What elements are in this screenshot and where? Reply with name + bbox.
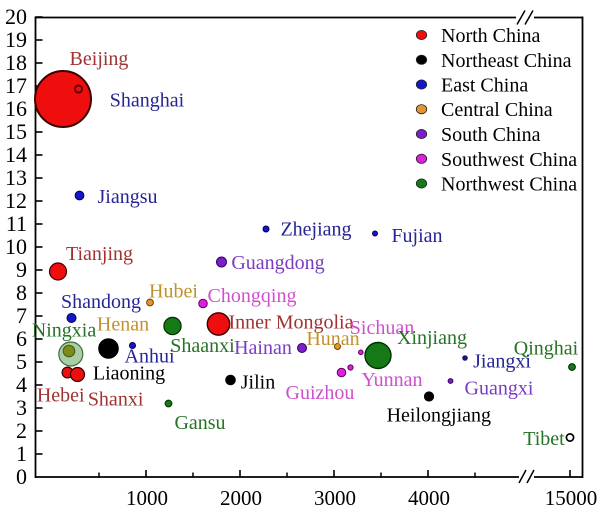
svg-text:4000: 4000 — [408, 486, 450, 509]
svg-text:Shaanxi: Shaanxi — [170, 335, 235, 357]
svg-text:3: 3 — [16, 395, 27, 420]
svg-text:East China: East China — [441, 75, 528, 97]
svg-text:Beijing: Beijing — [70, 48, 129, 70]
svg-text:South China: South China — [441, 124, 541, 146]
svg-text:Jiangxi: Jiangxi — [473, 351, 531, 373]
svg-text:Hunan: Hunan — [306, 328, 359, 350]
svg-text:Liaoning: Liaoning — [93, 363, 165, 385]
svg-text:7: 7 — [16, 303, 27, 328]
svg-text:Guangdong: Guangdong — [231, 252, 324, 274]
svg-text:Chongqing: Chongqing — [208, 285, 297, 307]
svg-text:Tibet: Tibet — [523, 428, 565, 450]
svg-text:4: 4 — [16, 372, 27, 397]
svg-text:Shanghai: Shanghai — [110, 90, 185, 112]
svg-text:2: 2 — [16, 418, 27, 443]
svg-text:20: 20 — [5, 4, 27, 29]
svg-text:15000: 15000 — [545, 486, 598, 509]
svg-text:19: 19 — [5, 27, 27, 52]
svg-text:Ningxia: Ningxia — [32, 320, 97, 342]
svg-text:14: 14 — [5, 142, 27, 167]
svg-text:11: 11 — [6, 211, 27, 236]
svg-text:Hebei: Hebei — [37, 385, 85, 407]
svg-text:Northwest China: Northwest China — [441, 174, 577, 196]
svg-text:Tianjing: Tianjing — [66, 243, 133, 265]
svg-text:Guangxi: Guangxi — [465, 378, 534, 400]
svg-text:13: 13 — [5, 165, 27, 190]
svg-text:Inner Mongolia: Inner Mongolia — [229, 312, 354, 334]
svg-text:18: 18 — [5, 50, 27, 75]
svg-text:12: 12 — [5, 188, 27, 213]
svg-text:2000: 2000 — [220, 486, 262, 509]
svg-text:1000: 1000 — [126, 486, 168, 509]
svg-text:Guizhou: Guizhou — [286, 382, 355, 404]
svg-text:9: 9 — [16, 257, 27, 282]
svg-text:0: 0 — [16, 464, 27, 489]
svg-text:Gansu: Gansu — [174, 412, 225, 434]
svg-text:Yunnan: Yunnan — [361, 369, 422, 391]
svg-text:Qinghai: Qinghai — [514, 338, 579, 360]
svg-text:Jiangsu: Jiangsu — [98, 186, 158, 208]
svg-text:Shandong: Shandong — [61, 291, 141, 313]
svg-text:15: 15 — [5, 119, 27, 144]
svg-text:Central China: Central China — [441, 99, 553, 121]
svg-text:16: 16 — [5, 96, 27, 121]
svg-text:Southwest China: Southwest China — [441, 149, 577, 171]
svg-text:Heilongjiang: Heilongjiang — [387, 405, 491, 427]
svg-text:Shanxi: Shanxi — [88, 389, 144, 411]
svg-text:Sichuan: Sichuan — [350, 317, 414, 339]
svg-text:1: 1 — [16, 441, 27, 466]
svg-text:8: 8 — [16, 280, 27, 305]
svg-text:Anhui: Anhui — [125, 346, 175, 368]
svg-text:Fujian: Fujian — [391, 225, 442, 247]
svg-text:6: 6 — [16, 326, 27, 351]
svg-text:Northeast China: Northeast China — [441, 50, 572, 72]
svg-text:Xinjiang: Xinjiang — [397, 327, 467, 349]
svg-text:North China: North China — [441, 25, 541, 47]
svg-text:5: 5 — [16, 349, 27, 374]
svg-text:10: 10 — [5, 234, 27, 259]
svg-text:Hainan: Hainan — [234, 337, 292, 359]
svg-text:Jilin: Jilin — [241, 372, 275, 394]
svg-text:Henan: Henan — [97, 314, 149, 336]
svg-text:Zhejiang: Zhejiang — [280, 219, 351, 241]
svg-text:Hubei: Hubei — [149, 281, 198, 303]
svg-text:3000: 3000 — [314, 486, 356, 509]
svg-text:17: 17 — [5, 73, 27, 98]
